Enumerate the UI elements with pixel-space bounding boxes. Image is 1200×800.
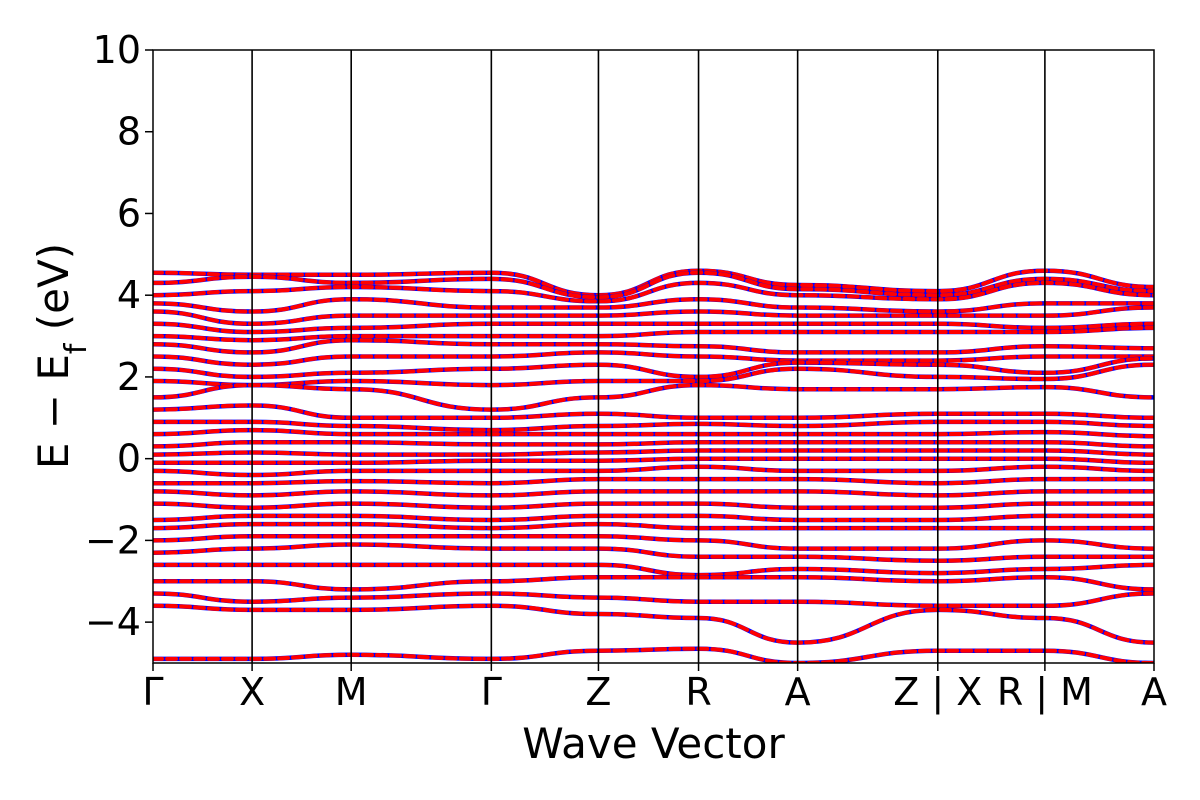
band-spin-down — [153, 338, 1154, 355]
x-tick-label: Γ — [481, 670, 502, 714]
band-spin-down — [153, 448, 1154, 457]
band-spin-down — [153, 440, 1154, 449]
x-axis-title: Wave Vector — [522, 719, 785, 768]
y-tick-label: 4 — [117, 273, 141, 317]
y-axis-title-sub: f — [59, 342, 94, 354]
band-spin-down — [153, 356, 1154, 379]
high-symmetry-lines — [251, 50, 1046, 663]
band-spin-down — [153, 325, 1154, 343]
band-spin-down — [153, 591, 1154, 608]
band-spin-down — [153, 270, 1154, 300]
band-spin-down — [153, 501, 1154, 510]
band-spin-down — [153, 350, 1154, 367]
band-spin-down — [153, 280, 1154, 304]
band-spin-down — [153, 403, 1154, 420]
x-tick-label: X — [239, 670, 265, 714]
x-tick-label: A — [1141, 670, 1167, 714]
band-spin-down — [153, 321, 1154, 334]
band-spin-down — [153, 305, 1154, 326]
y-axis-title-base: E − E — [29, 354, 78, 469]
band-spin-up — [153, 574, 1154, 592]
band-spin-down — [153, 562, 1154, 578]
band-spin-down — [153, 513, 1154, 522]
band-spin-down — [153, 419, 1154, 433]
band-spin-down — [153, 542, 1154, 563]
band-spin-down — [153, 362, 1154, 388]
x-tick-label: Z — [585, 670, 611, 714]
bands-layer — [153, 268, 1154, 663]
plot-frame — [152, 49, 1155, 664]
x-axis: Γ X M Γ Z R A Z | X R | M A — [142, 663, 1167, 715]
y-axis: −4 −2 0 2 4 6 8 10 — [85, 28, 153, 644]
y-axis-title: E − Ef (eV) — [29, 243, 94, 469]
x-tick-label: Γ — [142, 670, 163, 714]
band-spin-down — [153, 603, 1154, 645]
band-spin-down — [153, 522, 1154, 531]
band-spin-down — [153, 383, 1154, 412]
band-spin-down — [153, 646, 1154, 663]
y-tick-label: −4 — [85, 600, 141, 644]
band-spin-down — [153, 575, 1154, 592]
band-spin-down — [153, 489, 1154, 498]
x-tick-label: R | M — [997, 670, 1093, 715]
y-tick-label: 8 — [117, 110, 141, 154]
band-spin-down — [153, 428, 1154, 439]
y-tick-label: 6 — [117, 191, 141, 235]
x-tick-label: Z | X — [893, 670, 982, 715]
y-tick-label: 0 — [117, 437, 141, 481]
x-tick-label: R — [685, 670, 711, 714]
band-spin-down — [153, 464, 1154, 477]
x-tick-label: A — [785, 670, 811, 714]
band-spin-down — [153, 456, 1154, 465]
band-spin-down — [153, 477, 1154, 486]
band-spin-down — [153, 297, 1154, 314]
y-tick-label: 2 — [117, 355, 141, 399]
y-tick-label: −2 — [85, 518, 141, 562]
band-spin-down — [153, 534, 1154, 551]
y-tick-label: 10 — [93, 28, 141, 72]
y-axis-title-unit: (eV) — [29, 243, 78, 344]
x-tick-label: M — [335, 670, 368, 714]
